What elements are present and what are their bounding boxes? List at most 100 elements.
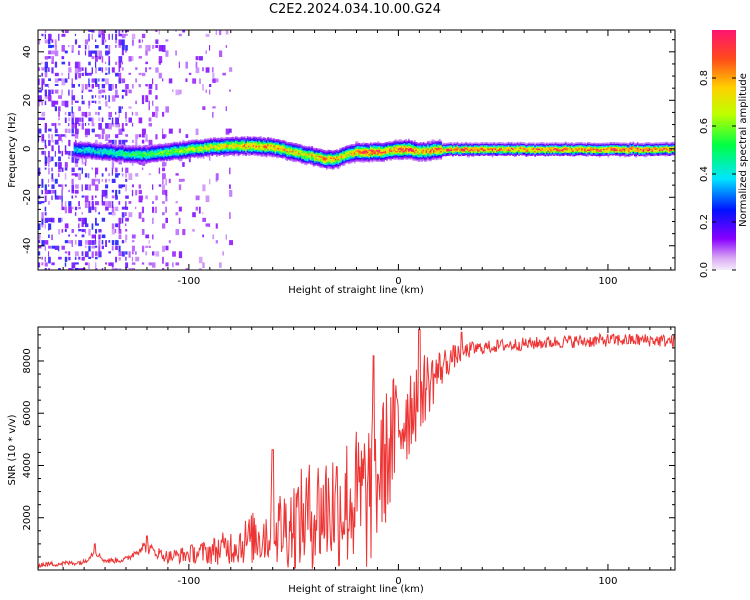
spectrogram-cell — [171, 157, 174, 159]
spectrogram-cell — [89, 145, 92, 148]
spectrogram-cell — [375, 144, 378, 146]
spectrogram-cell — [405, 156, 407, 158]
spectrogram-cell — [333, 163, 335, 165]
spectrogram-cell — [123, 152, 126, 155]
spectrogram-cell — [559, 142, 561, 145]
spectrogram-cell — [315, 162, 318, 164]
spectrogram-cell — [101, 95, 104, 98]
spectrogram-cell — [358, 147, 360, 149]
spectrogram-cell — [71, 156, 75, 163]
spectrogram-cell — [91, 234, 96, 239]
spectrogram-cell — [506, 145, 509, 147]
spectrogram-cell — [75, 150, 77, 153]
spectrogram-cell — [180, 153, 183, 156]
spectrogram-cell — [509, 152, 512, 155]
spectrogram-cell — [211, 142, 214, 145]
spectrogram-cell — [412, 141, 415, 144]
spectrogram-cell — [64, 240, 69, 244]
spectrogram-cell — [367, 151, 369, 154]
spectrogram-cell — [321, 156, 324, 159]
spectrogram-cell — [478, 151, 481, 154]
spectrogram-cell — [522, 143, 525, 146]
spectrogram-cell — [412, 153, 415, 155]
spectrogram-cell — [205, 138, 208, 141]
spectrogram-cell — [68, 206, 72, 214]
spectrogram-cell — [113, 148, 115, 150]
spectrogram-cell — [88, 149, 91, 152]
spectrogram-cell — [305, 147, 308, 150]
spectrogram-cell — [149, 156, 152, 159]
spectrogram-cell — [205, 195, 210, 203]
spectrogram-cell — [97, 143, 99, 146]
spectrogram-cell — [211, 148, 214, 151]
spectrogram-cell — [83, 154, 86, 157]
spectrogram-cell — [54, 84, 59, 86]
spectrogram-cell — [38, 234, 41, 240]
spectrogram-cell — [175, 50, 177, 56]
spectrogram-cell — [312, 159, 315, 161]
spectrogram-cell — [119, 150, 121, 152]
spectrogram-cell — [111, 151, 114, 154]
spectrogram-cell — [490, 151, 492, 153]
spectrogram-cell — [438, 143, 441, 145]
spectrogram-cell — [320, 161, 322, 164]
spectrogram-cell — [110, 148, 113, 150]
spectrogram-cell — [108, 152, 111, 154]
spectrogram-cell — [381, 160, 384, 162]
spectrogram-cell — [336, 166, 338, 169]
spectrogram-cell — [101, 156, 104, 159]
spectrogram-cell — [393, 149, 396, 151]
spectrogram-cell — [277, 147, 280, 150]
spectrogram-cell — [264, 148, 267, 150]
spectrogram-cell — [562, 142, 564, 145]
spectrogram-cell — [434, 149, 437, 151]
spectrogram-cell — [471, 143, 473, 145]
spectrogram-cell — [488, 147, 491, 149]
spectrogram-cell — [41, 212, 44, 220]
spectrogram-cell — [572, 154, 575, 157]
spectrogram-cell — [554, 153, 557, 156]
spectrogram-cell — [239, 148, 242, 151]
spectrogram-cell — [534, 152, 536, 154]
spectrogram-cell — [509, 145, 512, 147]
spectrogram-cell — [474, 154, 476, 156]
spectrogram-cell — [491, 148, 494, 151]
spectrogram-cell — [582, 147, 585, 149]
spectrogram-cell — [105, 195, 108, 199]
spectrogram-cell — [152, 206, 155, 213]
spectrogram-cell — [144, 159, 146, 162]
spectrogram-cell — [192, 154, 195, 156]
spectrogram-cell — [54, 106, 57, 112]
spectrogram-cell — [559, 144, 561, 146]
spectrogram-cell — [118, 162, 122, 165]
spectrogram-cell — [100, 146, 102, 149]
spectrogram-cell — [113, 158, 115, 160]
spectrogram-cell — [484, 145, 487, 147]
spectrogram-cell — [95, 245, 98, 248]
spectrogram-cell — [302, 161, 305, 164]
spectrogram-cell — [323, 166, 325, 168]
spectrogram-cell — [71, 206, 74, 210]
spectrogram-cell — [119, 148, 121, 151]
spectrogram-cell — [485, 150, 488, 153]
spectrogram-cell — [162, 212, 165, 216]
spectrogram-cell — [84, 45, 87, 50]
spectrogram-cell — [474, 143, 476, 146]
spectrogram-cell — [125, 146, 127, 149]
spectrogram-cell — [176, 144, 179, 147]
spectrogram-cell — [168, 240, 171, 244]
spectrogram-cell — [391, 154, 394, 157]
spectrogram-cell — [321, 165, 324, 167]
spectrogram-cell — [38, 223, 41, 230]
spectrogram-cell — [201, 143, 203, 146]
spectrogram-cell — [359, 157, 362, 160]
spectrogram-cell — [353, 153, 356, 155]
spectrogram-cell — [578, 149, 580, 151]
spectrogram-cell — [101, 159, 104, 162]
spectrogram-cell — [267, 144, 269, 146]
spectrogram-cell — [204, 140, 206, 142]
spectrogram-cell — [170, 154, 173, 156]
spectrogram-cell — [415, 152, 418, 154]
spectrogram-cell — [433, 151, 435, 153]
spectrogram-cell — [391, 156, 394, 158]
